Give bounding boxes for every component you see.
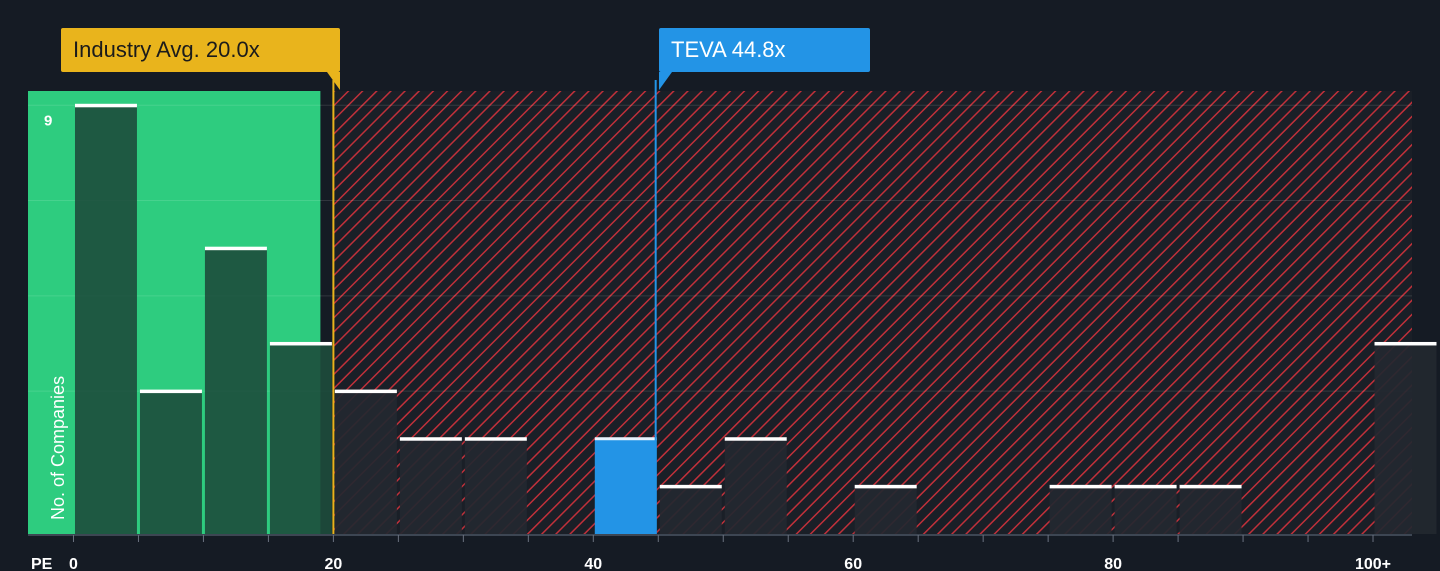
- histogram-bar-top: [1114, 484, 1177, 489]
- company-pe-callout: TEVA 44.8x: [659, 28, 870, 72]
- histogram-bar-top: [464, 437, 527, 441]
- company-pe-callout-pointer: [659, 72, 672, 90]
- y-tick-label: 9: [44, 112, 52, 129]
- histogram-bar: [1114, 486, 1177, 534]
- histogram-bar: [1179, 486, 1242, 534]
- x-tick-label: 20: [324, 556, 342, 571]
- x-axis-label: PE: [31, 556, 53, 571]
- y-axis-label: No. of Companies: [48, 375, 68, 520]
- histogram-bar: [594, 438, 657, 534]
- histogram-bar-top: [854, 484, 917, 489]
- histogram-bar-top: [204, 246, 267, 251]
- histogram-bar-top: [269, 341, 332, 346]
- histogram-bar: [1374, 343, 1437, 534]
- histogram-bar: [724, 438, 787, 534]
- histogram-bar-top: [1049, 484, 1112, 489]
- histogram-bar-top: [724, 437, 787, 441]
- histogram-bar-top: [1179, 484, 1242, 489]
- x-tick-label: 100+: [1355, 556, 1391, 571]
- histogram-bar: [334, 391, 397, 534]
- x-tick-label: 40: [584, 556, 602, 571]
- x-tick-label: 80: [1104, 556, 1122, 571]
- histogram-bar-top: [399, 437, 462, 441]
- histogram-bar: [399, 438, 462, 534]
- histogram-bar-top: [659, 484, 722, 489]
- industry-average-callout-pointer: [327, 72, 340, 90]
- histogram-bar: [204, 248, 267, 534]
- histogram-bar: [1049, 486, 1112, 534]
- x-tick-label: 0: [69, 556, 78, 571]
- histogram-bar: [269, 343, 332, 534]
- x-tick-label: 60: [844, 556, 862, 571]
- histogram-bar-top: [139, 389, 202, 394]
- histogram-bar-top: [74, 103, 137, 108]
- histogram-bar: [854, 486, 917, 534]
- industry-average-callout: Industry Avg. 20.0x: [61, 28, 340, 72]
- histogram-bar: [74, 105, 137, 535]
- histogram-bar-top: [594, 437, 657, 441]
- histogram-bar-top: [334, 389, 397, 394]
- histogram-bar: [659, 486, 722, 534]
- histogram-bar: [464, 438, 527, 534]
- histogram-bar: [139, 391, 202, 534]
- histogram-bar-top: [1374, 341, 1437, 346]
